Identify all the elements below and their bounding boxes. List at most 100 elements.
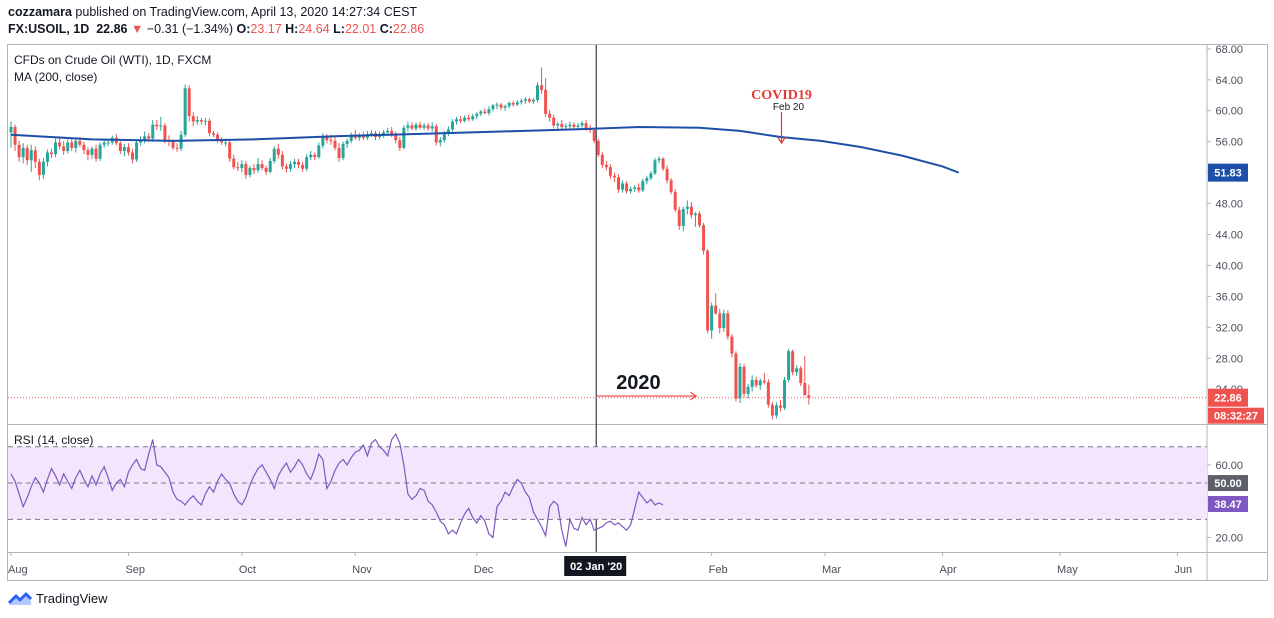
candle-body — [657, 158, 661, 161]
candle-body — [612, 175, 616, 178]
ma-value-label: 51.83 — [1214, 168, 1242, 180]
publish-info: published on TradingView.com, April 13, … — [71, 5, 418, 19]
candle-body — [459, 119, 463, 121]
candle-body — [321, 137, 325, 146]
candle-body — [742, 366, 746, 394]
year-arrow-head-icon — [689, 391, 698, 401]
publish-line: cozzamara published on TradingView.com, … — [8, 4, 424, 21]
candle-body — [386, 130, 390, 133]
price-tick-label: 44.00 — [1215, 230, 1243, 242]
rsi-level-label: 50.00 — [1214, 478, 1242, 490]
price-tick-label: 56.00 — [1215, 137, 1243, 149]
publish-header: cozzamara published on TradingView.com, … — [8, 4, 424, 38]
candle-body — [147, 136, 151, 139]
candle-body — [633, 187, 637, 189]
publisher-name[interactable]: cozzamara — [8, 5, 72, 19]
candle-body — [313, 154, 317, 158]
rsi-tick-label: 60.00 — [1215, 460, 1243, 472]
candle-body — [45, 152, 49, 162]
covid-arrow-head-icon — [777, 136, 786, 145]
candle-body — [625, 183, 629, 192]
instrument-legend[interactable]: CFDs on Crude Oil (WTI), 1D, FXCM — [14, 53, 212, 67]
candle-body — [171, 140, 175, 148]
candle-body — [770, 404, 774, 416]
tradingview-footer[interactable]: TradingView — [8, 591, 108, 606]
candle-body — [519, 100, 523, 103]
candle-body — [163, 125, 167, 141]
candle-body — [216, 134, 220, 141]
candle-body — [471, 116, 475, 120]
candle-body — [248, 167, 252, 175]
candle-body — [495, 104, 499, 106]
candle-body — [617, 177, 620, 190]
candle-body — [645, 178, 649, 182]
candle-body — [212, 133, 215, 135]
candle-body — [766, 382, 770, 405]
candle-body — [511, 103, 515, 105]
candle-body — [333, 140, 337, 148]
last-price-badge — [1208, 388, 1248, 407]
candle-body — [29, 150, 33, 161]
chart-frame[interactable] — [7, 44, 1268, 581]
last-price: 22.86 — [96, 22, 128, 36]
candle-body — [155, 124, 159, 127]
candle-body — [143, 136, 147, 141]
crosshair-date-badge — [564, 556, 627, 576]
candle-body — [33, 150, 37, 162]
candle-body — [487, 109, 491, 114]
candle-body — [762, 380, 766, 383]
low-label: L: — [333, 22, 345, 36]
candle-body — [207, 120, 211, 134]
time-tick-label: Nov — [352, 564, 372, 576]
candle-body — [78, 140, 82, 145]
candle-body — [600, 154, 604, 165]
time-tick-label: Mar — [822, 564, 841, 576]
ma-legend[interactable]: MA (200, close) — [14, 70, 98, 84]
ma-line — [10, 125, 960, 174]
candle-body — [139, 140, 143, 143]
rsi-level-badge — [1208, 475, 1248, 492]
candle-body — [621, 183, 625, 190]
open-label: O: — [236, 22, 251, 36]
candle-body — [284, 166, 288, 169]
candle-body — [394, 134, 398, 141]
candle-body — [430, 126, 434, 129]
candle-body — [151, 124, 155, 139]
candle-body — [276, 148, 280, 155]
candle-body — [382, 132, 386, 135]
candle-body — [738, 366, 742, 399]
candle-body — [734, 353, 738, 399]
rsi-legend[interactable]: RSI (14, close) — [14, 433, 94, 447]
candle-body — [325, 137, 329, 141]
candle-body — [272, 148, 276, 162]
candle-body — [224, 142, 228, 144]
candle-body — [710, 305, 714, 331]
price-tick-label: 68.00 — [1215, 44, 1243, 56]
candle-body — [799, 368, 803, 384]
candle-body — [807, 395, 811, 398]
candle-body — [783, 379, 787, 408]
candle-body — [398, 140, 402, 148]
candle-body — [791, 351, 795, 373]
candle-body — [689, 206, 693, 216]
candle-body — [309, 154, 313, 158]
candle-body — [317, 145, 321, 158]
candle-body — [195, 120, 199, 122]
candle-body — [608, 167, 612, 176]
price-tick-label: 32.00 — [1215, 322, 1243, 334]
candle-body — [641, 181, 645, 191]
candle-body — [126, 147, 130, 153]
candle-body — [673, 191, 677, 210]
candle-body — [106, 142, 110, 144]
candle-body — [220, 140, 224, 143]
candle-body — [288, 164, 292, 169]
candle-body — [685, 206, 689, 209]
tradingview-logo-icon — [8, 592, 32, 605]
candle-body — [746, 386, 750, 394]
candle-body — [750, 379, 754, 387]
price-tick-label: 48.00 — [1215, 199, 1243, 211]
candle-body — [475, 113, 479, 117]
time-tick-label: Aug — [8, 564, 28, 576]
candle-body — [369, 133, 373, 135]
